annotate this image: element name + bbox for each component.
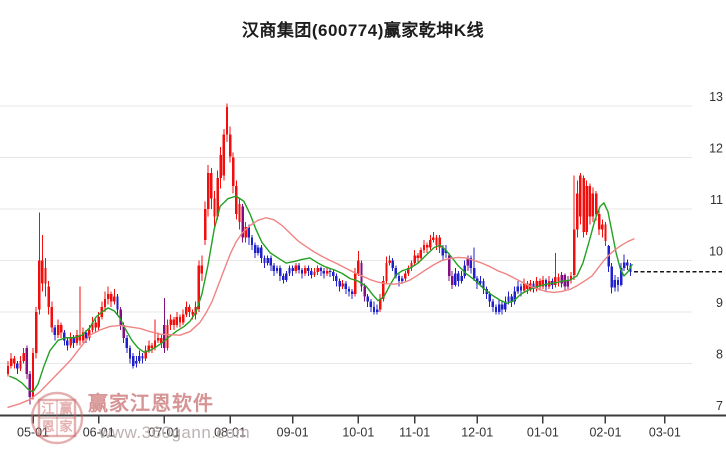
svg-text:01-01: 01-01 bbox=[527, 426, 559, 440]
svg-text:7: 7 bbox=[716, 399, 723, 413]
svg-text:赢: 赢 bbox=[59, 401, 72, 416]
svg-text:12: 12 bbox=[709, 142, 723, 156]
watermark-url-text: www.360gann.com bbox=[98, 423, 250, 442]
watermark-seal-icon bbox=[30, 391, 84, 445]
chart-title: 汉商集团(600774)赢家乾坤K线 bbox=[241, 21, 485, 40]
svg-text:03-01: 03-01 bbox=[649, 426, 681, 440]
svg-text:恩: 恩 bbox=[41, 419, 54, 434]
svg-text:02-01: 02-01 bbox=[589, 426, 621, 440]
svg-text:07-01: 07-01 bbox=[148, 426, 180, 440]
svg-text:9: 9 bbox=[716, 296, 723, 310]
svg-text:家: 家 bbox=[59, 419, 73, 434]
svg-text:10-01: 10-01 bbox=[342, 426, 374, 440]
svg-text:08-01: 08-01 bbox=[214, 426, 246, 440]
x-axis-labels: 05-01 06-01 07-01 08-01 09-01 10-01 11-01 12-01… bbox=[17, 415, 681, 440]
watermark-brand-text: 赢家江恩软件 bbox=[88, 391, 214, 415]
svg-text:10: 10 bbox=[709, 245, 723, 259]
ma-line-slow bbox=[7, 217, 635, 408]
candlestick-series bbox=[6, 103, 632, 405]
svg-text:06-01: 06-01 bbox=[83, 426, 115, 440]
svg-text:11: 11 bbox=[710, 193, 723, 207]
svg-text:09-01: 09-01 bbox=[277, 426, 309, 440]
y-axis-labels: 7 8 9 10 11 12 13 bbox=[709, 90, 723, 413]
svg-text:8: 8 bbox=[716, 348, 723, 362]
grid-lines bbox=[0, 105, 692, 364]
svg-text:12-01: 12-01 bbox=[461, 426, 493, 440]
svg-text:江: 江 bbox=[41, 401, 54, 416]
svg-text:13: 13 bbox=[709, 90, 723, 104]
watermark: 江赢恩 家赢家江恩软件 www.360gann.com bbox=[30, 391, 250, 445]
svg-text:11-01: 11-01 bbox=[399, 426, 430, 440]
ma-line-fast bbox=[9, 195, 633, 393]
